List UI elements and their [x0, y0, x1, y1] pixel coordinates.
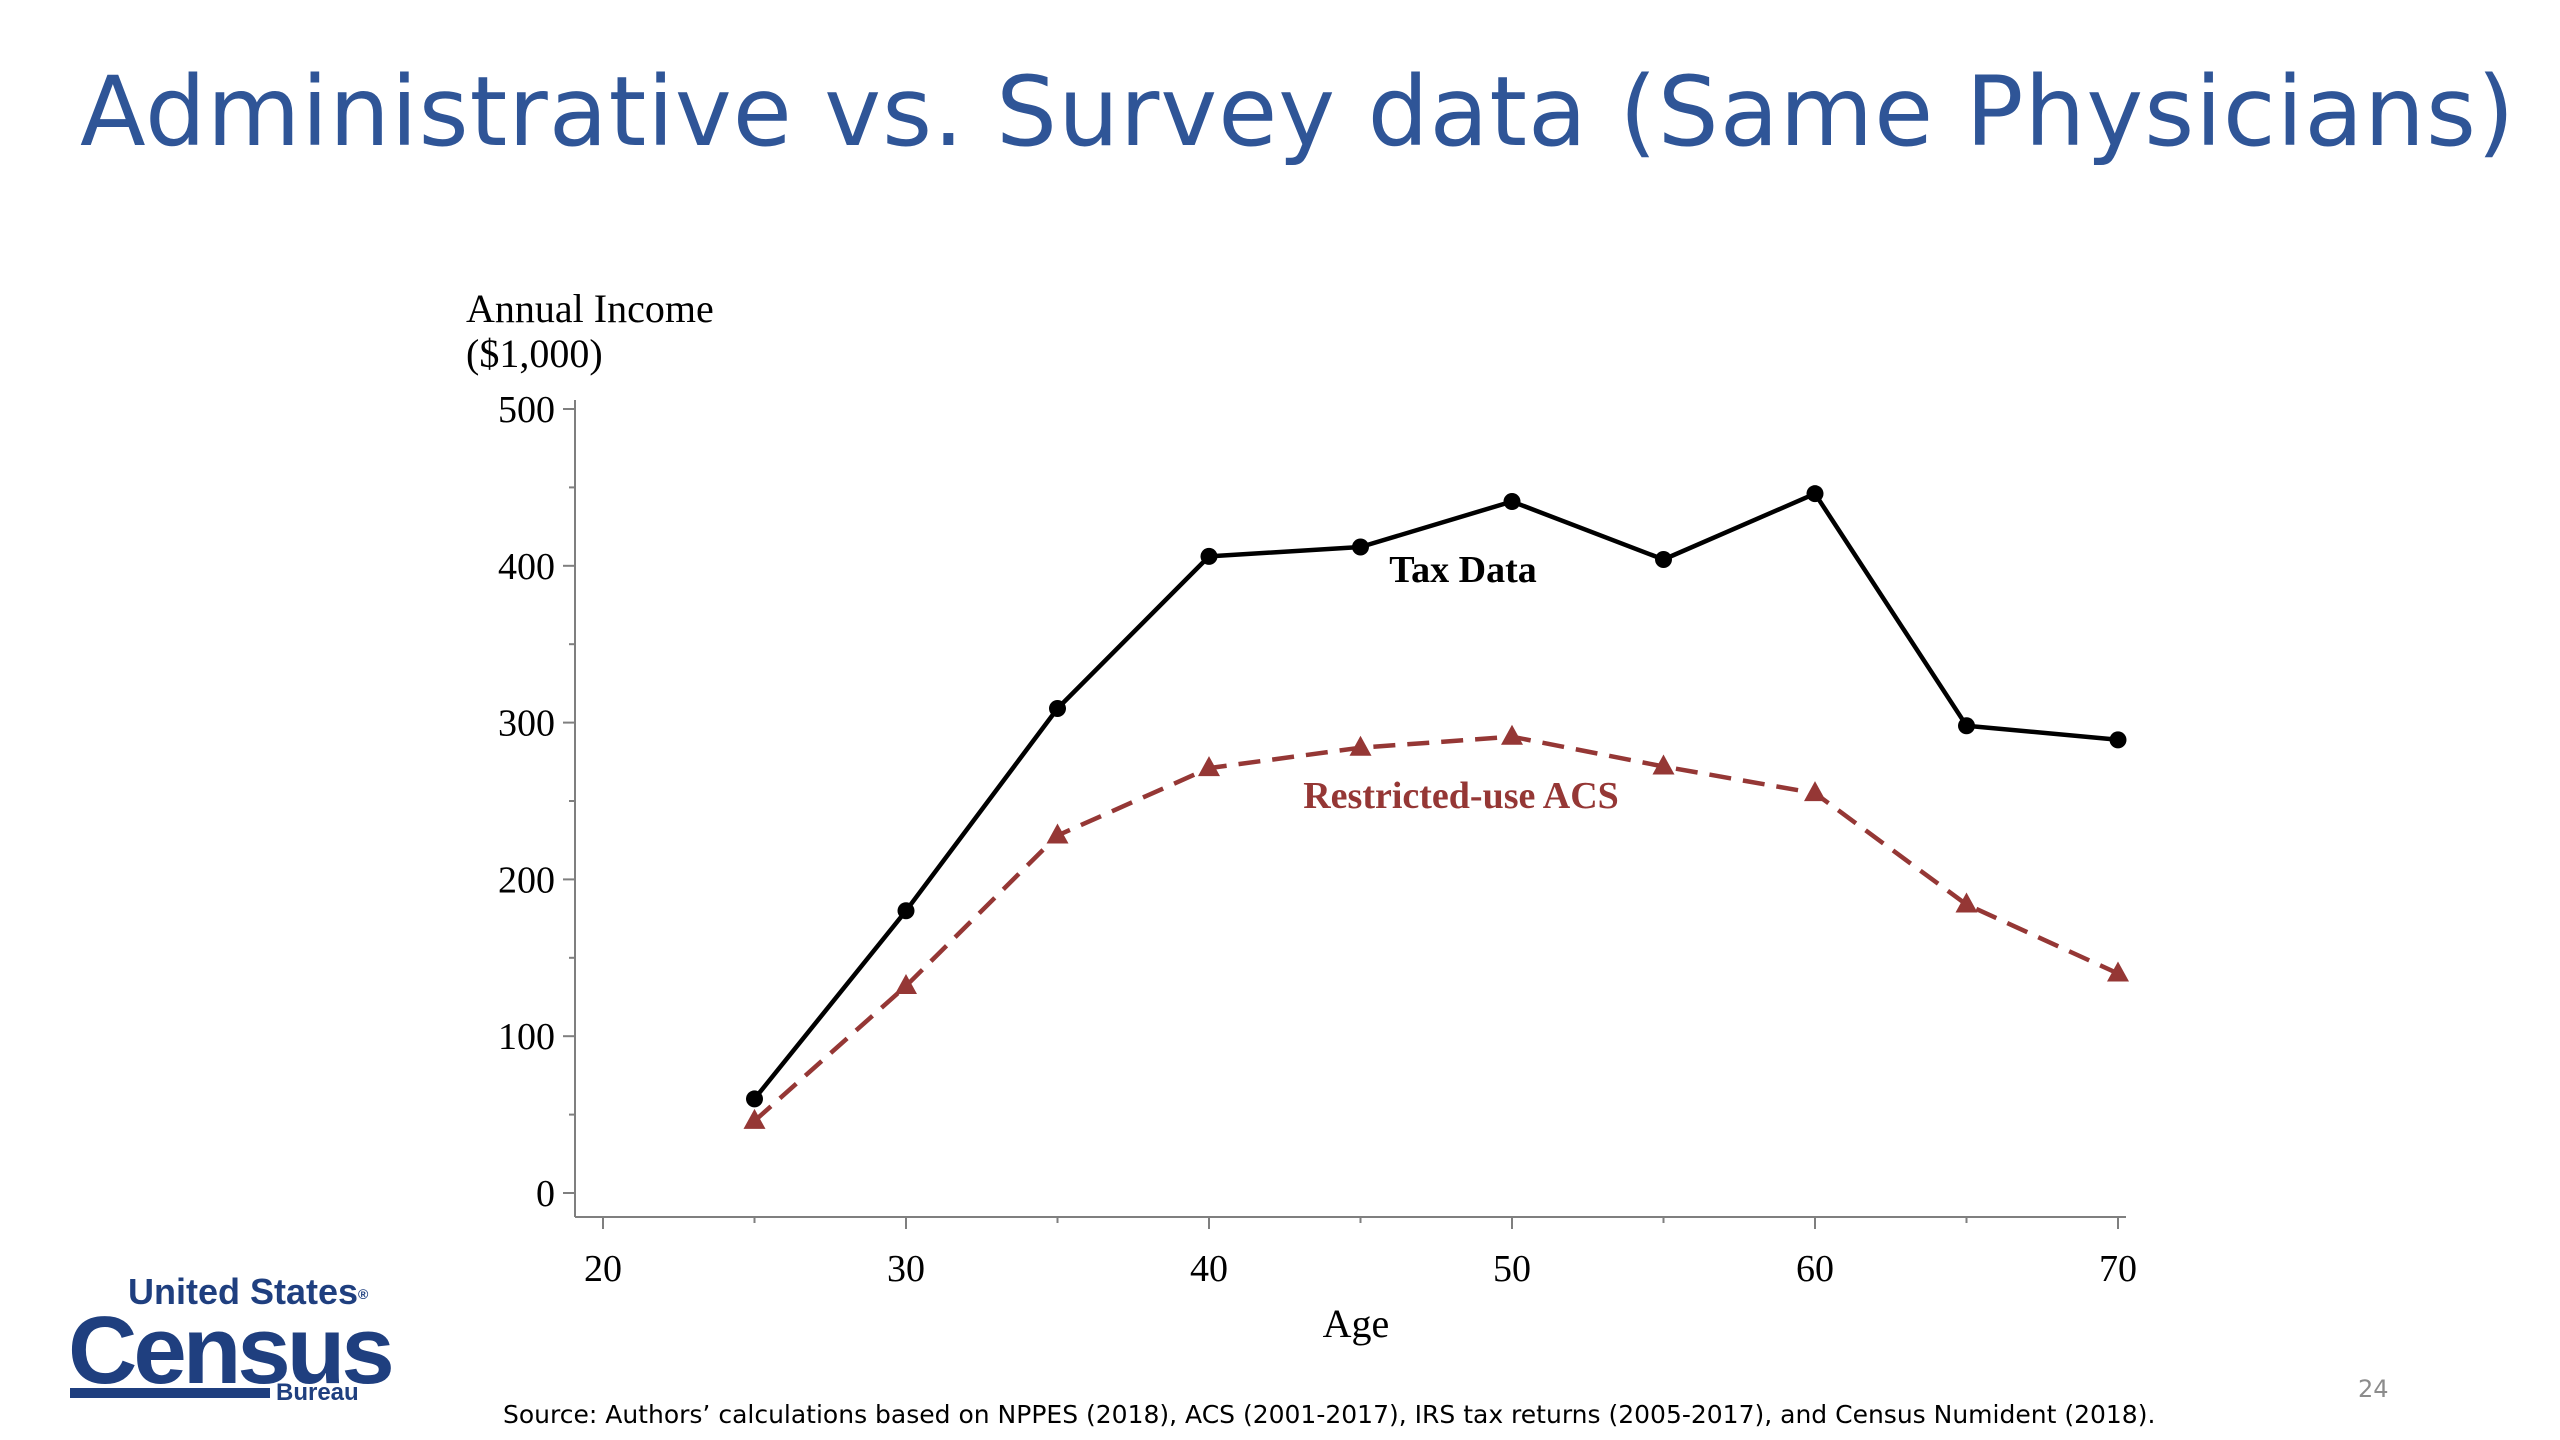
slide-title: Administrative vs. Survey data (Same Phy… — [80, 56, 2516, 168]
x-tick-label: 30 — [887, 1248, 925, 1290]
data-point-restricted-use-acs — [895, 974, 917, 995]
logo-underline — [70, 1388, 270, 1398]
data-point-restricted-use-acs — [2107, 961, 2129, 982]
data-point-restricted-use-acs — [1804, 781, 1826, 802]
x-axis-label: Age — [1323, 1301, 1390, 1346]
data-point-tax-data — [1200, 547, 1218, 565]
slide-number: 24 — [2358, 1375, 2389, 1403]
y-tick-label: 400 — [498, 546, 555, 588]
logo-line-united-states: United States® — [128, 1271, 369, 1312]
x-tick-label: 20 — [584, 1248, 622, 1290]
data-point-restricted-use-acs — [743, 1108, 766, 1129]
data-point-restricted-use-acs — [1501, 724, 1523, 745]
y-axis: 0 100 200 300 400 500 — [498, 389, 576, 1217]
x-tick-label: 60 — [1796, 1248, 1834, 1290]
x-tick-label: 70 — [2099, 1248, 2137, 1290]
data-point-tax-data — [1806, 485, 1824, 503]
y-axis-label-line2: ($1,000) — [466, 331, 603, 376]
plot-series — [743, 485, 2129, 1129]
data-point-restricted-use-acs — [1652, 754, 1675, 775]
data-point-tax-data — [746, 1090, 763, 1108]
x-tick-label: 50 — [1493, 1248, 1531, 1290]
x-axis: 20 30 40 50 60 70 — [575, 1216, 2137, 1290]
data-point-tax-data — [1958, 717, 1975, 735]
data-point-tax-data — [1049, 699, 1066, 717]
data-point-tax-data — [1655, 551, 1672, 569]
census-bureau-logo: United States® Census Bureau — [24, 1225, 404, 1440]
y-tick-label: 300 — [498, 703, 555, 745]
data-point-restricted-use-acs — [1349, 735, 1372, 756]
data-point-tax-data — [2109, 731, 2127, 749]
series-line-tax-data — [752, 491, 2119, 1101]
series-label-tax-data: Tax Data — [1389, 549, 1536, 591]
y-tick-label: 200 — [498, 859, 555, 901]
data-point-restricted-use-acs — [1046, 823, 1069, 844]
source-note: Source: Authors’ calculations based on N… — [503, 1400, 2156, 1429]
logo-wordmark: Census — [68, 1297, 395, 1404]
series-line-restricted-use-acs — [753, 734, 2119, 1123]
data-point-restricted-use-acs — [1198, 756, 1220, 777]
series-label-restricted-use-acs: Restricted-use ACS — [1303, 775, 1619, 817]
y-axis-label-line1: Annual Income — [466, 286, 714, 331]
y-tick-label: 500 — [498, 389, 555, 431]
data-point-tax-data — [897, 902, 915, 920]
y-tick-label: 100 — [498, 1016, 555, 1058]
data-point-tax-data — [1503, 493, 1521, 511]
logo-line-bureau: Bureau — [276, 1379, 359, 1406]
data-point-tax-data — [1352, 538, 1369, 556]
y-tick-label: 0 — [536, 1173, 555, 1215]
x-tick-label: 40 — [1190, 1248, 1228, 1290]
data-point-restricted-use-acs — [1955, 892, 1978, 913]
